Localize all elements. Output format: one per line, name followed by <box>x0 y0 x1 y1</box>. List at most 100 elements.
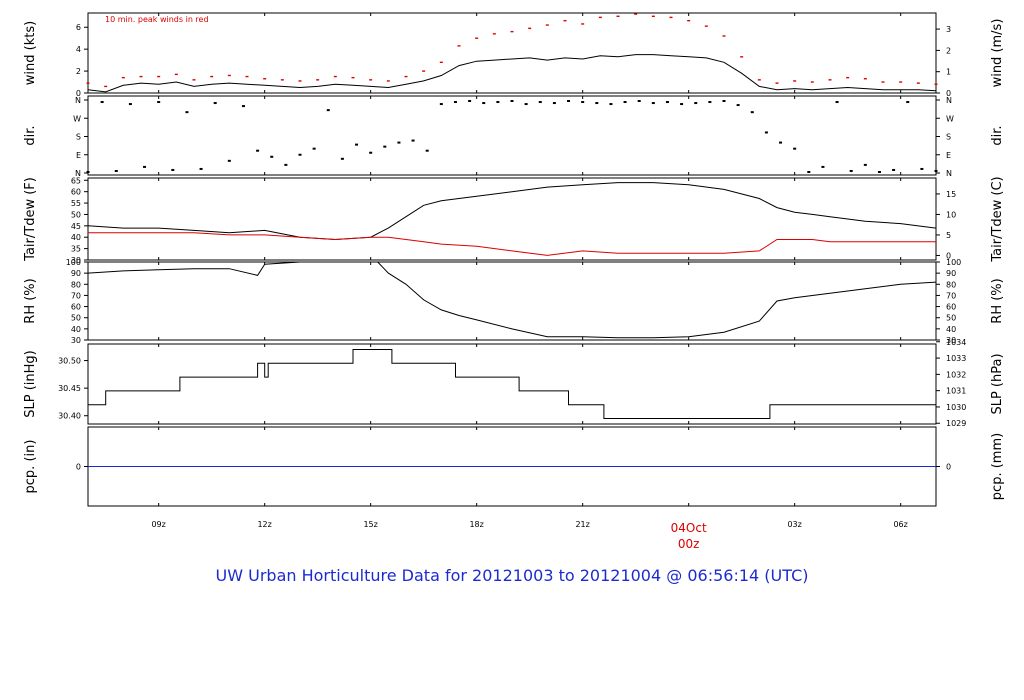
axis-layer: wind (kts) wind (m/s) dir. dir. Tair/Tdew (F… <box>23 13 1005 551</box>
dir-ytick-label-left: N <box>75 169 81 178</box>
slp-ytick-label-left: 30.45 <box>58 384 81 393</box>
wind-direction-point <box>213 102 217 105</box>
temp-ytick-label-left: 60 <box>71 188 81 197</box>
xtick-label: 15z <box>363 520 377 529</box>
wind-ytick-label-right: 1 <box>946 68 951 77</box>
page-title: UW Urban Horticulture Data for 20121003 … <box>215 566 809 585</box>
slp-ytick-label-right: 1029 <box>946 419 966 428</box>
wind-direction-point <box>906 101 910 104</box>
panel-frames <box>87 12 937 507</box>
dir-ytick-label-right: N <box>946 169 952 178</box>
wind-ytick-label-right: 0 <box>946 89 951 98</box>
wind-direction-point <box>284 163 288 166</box>
rh-ylabel-right: RH (%) <box>990 278 1005 323</box>
date-label-hour: 00z <box>678 537 700 551</box>
wind-direction-point <box>764 131 768 134</box>
temp-ytick-label-left: 35 <box>71 245 81 254</box>
xtick-label: 12z <box>257 520 271 529</box>
wind-direction-point <box>482 102 486 105</box>
wind-direction-point <box>114 169 118 172</box>
slp-ytick-label-right: 1033 <box>946 354 966 363</box>
wind-direction-point <box>920 167 924 170</box>
wind-direction-point <box>835 101 839 104</box>
wind-direction-point <box>227 159 231 162</box>
slp-ytick-label-right: 1030 <box>946 403 966 412</box>
temp-ytick-label-right: 10 <box>946 210 956 219</box>
wind-ytick-label-right: 3 <box>946 25 951 34</box>
temp-ytick-label-left: 50 <box>71 210 81 219</box>
wind-direction-point <box>524 103 528 106</box>
slp-ylabel-right: SLP (hPa) <box>990 353 1005 414</box>
wind-direction-point <box>807 170 811 173</box>
dir-ytick-label-right: E <box>946 151 951 160</box>
slp-ytick-label-right: 1034 <box>946 338 966 347</box>
wind-direction-point <box>312 147 316 150</box>
wind-direction-point <box>340 157 344 160</box>
rh-ytick-label-right: 40 <box>946 325 956 334</box>
rh-ytick-label-left: 60 <box>71 303 81 312</box>
rh-ytick-label-right: 80 <box>946 280 956 289</box>
temp-ytick-label-left: 30 <box>71 256 81 265</box>
wind-direction-point <box>411 139 415 142</box>
wind-direction-point <box>863 163 867 166</box>
slp-ytick-label-left: 30.40 <box>58 412 81 421</box>
wind-direction-point <box>199 167 203 170</box>
dir-ytick-label-left: S <box>76 133 81 142</box>
slp-line <box>88 349 936 419</box>
wind-direction-point <box>849 169 853 172</box>
wind-ytick-label-left: 6 <box>76 23 81 32</box>
xtick-label: 18z <box>469 520 483 529</box>
rh-ytick-label-right: 70 <box>946 291 956 300</box>
series-layer <box>86 13 938 467</box>
wind-ylabel-right: wind (m/s) <box>990 19 1005 88</box>
date-label: 04Oct <box>671 521 707 535</box>
wind-direction-point <box>100 101 104 104</box>
slp-ytick-label-right: 1032 <box>946 370 966 379</box>
temp-ytick-label-right: 15 <box>946 190 956 199</box>
slp-ylabel-left: SLP (inHg) <box>23 350 38 418</box>
rh-ytick-label-left: 90 <box>71 269 81 278</box>
rh-ytick-label-right: 60 <box>946 303 956 312</box>
rh-ytick-label-left: 50 <box>71 314 81 323</box>
wind-direction-point <box>510 100 514 103</box>
tdew-line <box>88 232 936 256</box>
wind-direction-point <box>680 103 684 106</box>
pcp-ytick-label-left: 0 <box>76 463 81 472</box>
wind-direction-point <box>157 101 161 104</box>
wind-direction-point <box>877 170 881 173</box>
dir-panel-frame <box>87 95 937 176</box>
slp-ytick-label-right: 1031 <box>946 387 966 396</box>
temp-ytick-label-left: 40 <box>71 233 81 242</box>
dir-ytick-label-right: W <box>946 114 954 123</box>
slp-ytick-label-left: 30.50 <box>58 357 81 366</box>
wind-direction-point <box>86 170 90 173</box>
wind-direction-point <box>750 111 754 114</box>
dir-ytick-label-left: E <box>76 151 81 160</box>
wind-direction-point <box>651 102 655 105</box>
temp-panel-frame <box>87 177 937 261</box>
pcp-ylabel-right: pcp. (mm) <box>990 433 1005 500</box>
wind-direction-point <box>581 101 585 104</box>
rh-ytick-label-left: 40 <box>71 325 81 334</box>
wind-direction-point <box>609 103 613 106</box>
xtick-label: 03z <box>787 520 801 529</box>
temp-ylabel-right: Tair/Tdew (C) <box>990 176 1005 262</box>
pcp-ylabel-left: pcp. (in) <box>23 440 38 494</box>
tair-line <box>87 182 937 241</box>
wind-direction-point <box>171 168 175 171</box>
temp-ytick-label-right: 0 <box>946 251 951 260</box>
pcp-ytick-label-right: 0 <box>946 463 951 472</box>
wind-panel-frame <box>87 12 937 94</box>
wind-direction-point <box>694 102 698 105</box>
wind-direction-point <box>383 145 387 148</box>
wind-direction-point <box>496 101 500 104</box>
rh-ytick-label-left: 30 <box>71 336 81 345</box>
temp-ytick-label-left: 65 <box>71 176 81 185</box>
wind-direction-point <box>722 100 726 103</box>
wind-direction-point <box>128 103 132 106</box>
rh-ytick-label-left: 70 <box>71 291 81 300</box>
wind-direction-point <box>453 101 457 104</box>
wind-direction-point <box>552 102 556 105</box>
wind-direction-point <box>185 111 189 114</box>
